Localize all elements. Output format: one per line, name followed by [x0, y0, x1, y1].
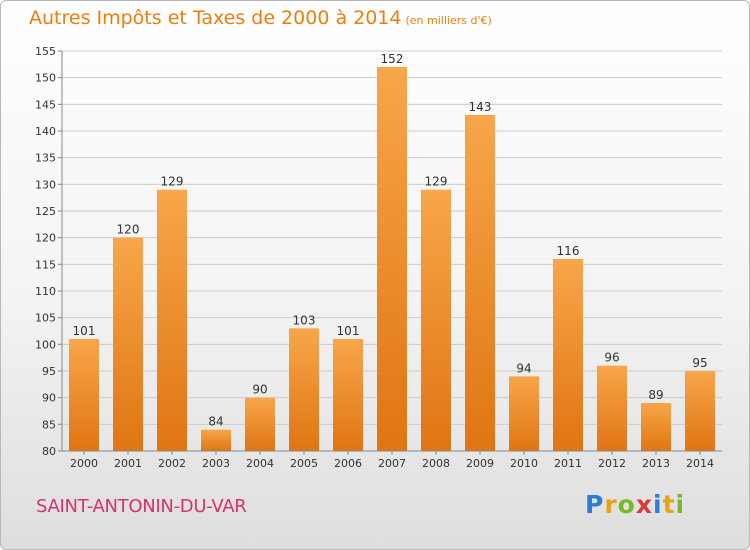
city-name: SAINT-ANTONIN-DU-VAR — [36, 496, 247, 517]
bar — [69, 339, 99, 451]
data-label: 95 — [692, 356, 707, 370]
data-label: 143 — [469, 100, 492, 114]
y-tick-label: 85 — [42, 418, 56, 431]
x-tick-label: 2001 — [114, 457, 142, 470]
data-label: 152 — [381, 52, 404, 66]
y-tick-label: 120 — [35, 232, 56, 245]
data-label: 129 — [425, 175, 448, 189]
y-tick-label: 105 — [35, 312, 56, 325]
bar — [113, 237, 143, 451]
x-tick-label: 2012 — [598, 457, 626, 470]
proxiti-logo: Proxiti — [585, 490, 685, 519]
y-tick-label: 110 — [35, 285, 56, 298]
y-tick-label: 155 — [35, 45, 56, 58]
logo-letter: t — [662, 490, 676, 519]
x-tick-label: 2013 — [642, 457, 670, 470]
y-tick-label: 90 — [42, 392, 56, 405]
axis-layer: 80 85 90 95 100 105 110 115 120 125 130 135 140 145 15… — [35, 45, 722, 470]
y-tick-label: 115 — [35, 258, 56, 271]
logo-letter: r — [604, 490, 618, 519]
bar — [685, 371, 715, 451]
data-label: 94 — [516, 361, 531, 375]
x-tick-label: 2000 — [70, 457, 98, 470]
bar — [245, 397, 275, 451]
y-tick-label: 100 — [35, 338, 56, 351]
y-tick-label: 80 — [42, 445, 56, 458]
y-tick-label: 125 — [35, 205, 56, 218]
x-tick-label: 2006 — [334, 457, 362, 470]
bars-layer — [69, 67, 715, 451]
logo-letter: P — [585, 490, 605, 519]
title-text: Autres Impôts et Taxes de 2000 à 2014 — [29, 7, 402, 29]
data-label: 129 — [161, 175, 184, 189]
y-tick-label: 140 — [35, 125, 56, 138]
bar — [333, 339, 363, 451]
x-tick-label: 2007 — [378, 457, 406, 470]
data-label: 120 — [117, 223, 140, 237]
bar — [421, 189, 451, 451]
data-label: 84 — [208, 415, 223, 429]
bar — [509, 376, 539, 451]
bar — [289, 328, 319, 451]
data-label: 90 — [252, 383, 267, 397]
chart-title: Autres Impôts et Taxes de 2000 à 2014 (en… — [29, 7, 492, 29]
x-tick-label: 2014 — [686, 457, 714, 470]
logo-letter: i — [653, 490, 663, 519]
data-label: 101 — [337, 324, 360, 338]
logo-letter: i — [675, 490, 686, 519]
data-label: 101 — [73, 324, 96, 338]
labels-layer: 101 120 129 84 90 103 101 152 129 143 94 116 96 89 95 — [73, 52, 708, 429]
data-label: 103 — [293, 313, 316, 327]
x-tick-label: 2010 — [510, 457, 538, 470]
x-tick-label: 2005 — [290, 457, 318, 470]
bar — [465, 115, 495, 451]
x-tick-label: 2011 — [554, 457, 582, 470]
logo-letter: o — [617, 490, 636, 519]
x-tick-label: 2003 — [202, 457, 230, 470]
chart-subtitle: (en milliers d'€) — [405, 14, 492, 27]
x-tick-label: 2002 — [158, 457, 186, 470]
x-tick-label: 2004 — [246, 457, 274, 470]
y-tick-label: 150 — [35, 72, 56, 85]
y-tick-label: 130 — [35, 178, 56, 191]
data-label: 116 — [557, 244, 580, 258]
y-tick-label: 135 — [35, 152, 56, 165]
bar — [641, 403, 671, 451]
data-label: 96 — [604, 351, 619, 365]
data-label: 89 — [648, 388, 663, 402]
y-tick-label: 95 — [42, 365, 56, 378]
bar — [377, 67, 407, 451]
bar — [157, 189, 187, 451]
bar — [597, 365, 627, 451]
x-tick-label: 2008 — [422, 457, 450, 470]
y-tick-label: 145 — [35, 98, 56, 111]
bar — [553, 259, 583, 451]
bar — [201, 429, 231, 451]
x-tick-label: 2009 — [466, 457, 494, 470]
logo-letter: x — [635, 490, 653, 519]
